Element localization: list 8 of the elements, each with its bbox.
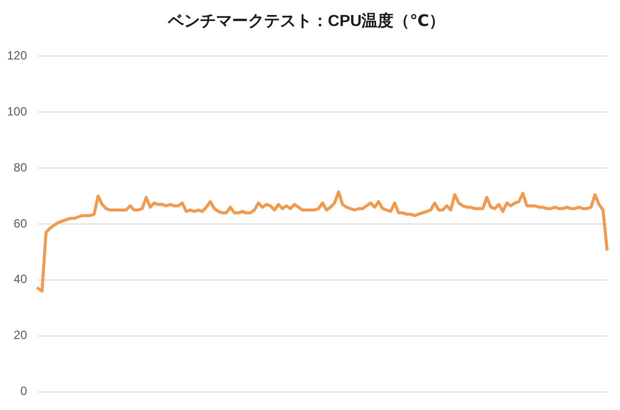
y-tick-label: 80: [14, 160, 28, 174]
y-tick-label: 0: [20, 384, 28, 398]
y-tick-label: 120: [6, 48, 28, 63]
y-tick-label: 40: [14, 272, 28, 286]
y-tick-label: 20: [14, 328, 28, 342]
y-tick-label: 60: [14, 216, 28, 230]
y-tick-label: 100: [6, 104, 28, 118]
chart-title: ベンチマークテスト：CPU温度（℃）: [166, 11, 446, 30]
